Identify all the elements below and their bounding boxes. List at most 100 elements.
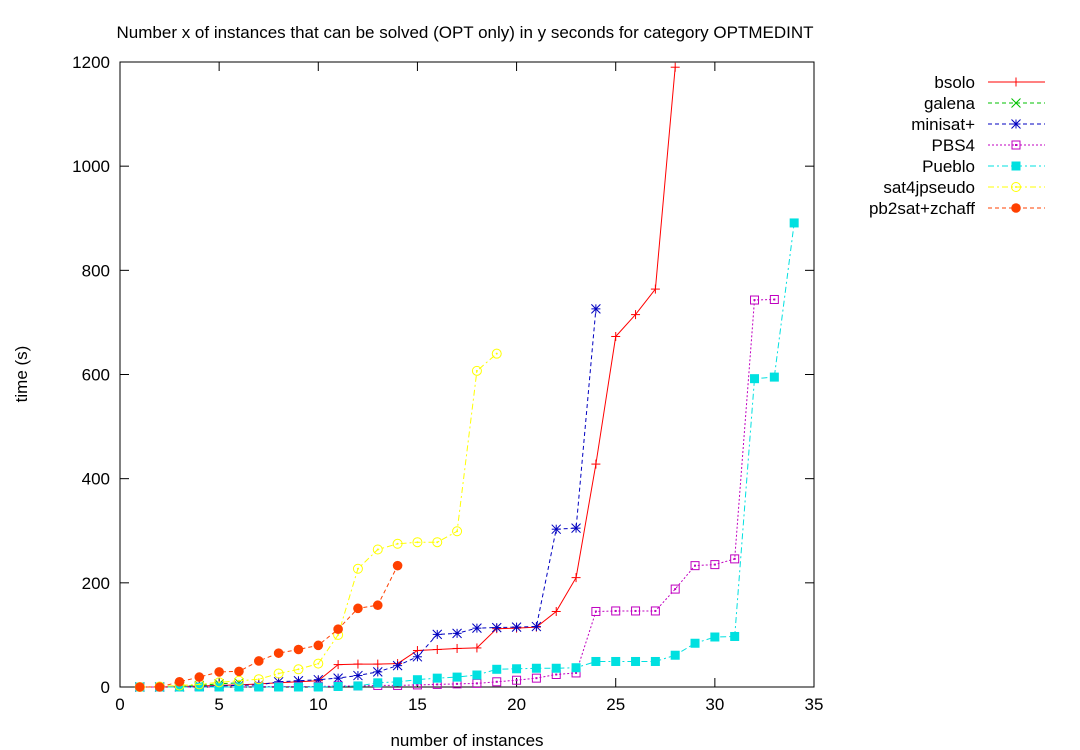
- data-point: [690, 561, 700, 571]
- y-tick-label: 1000: [72, 157, 110, 176]
- data-point: [452, 526, 463, 537]
- data-point: [611, 606, 621, 616]
- data-point: [214, 667, 224, 677]
- data-point: [452, 643, 462, 653]
- data-point: [512, 675, 522, 685]
- data-point: [750, 295, 760, 305]
- legend-marker: [1011, 98, 1021, 108]
- series-bsolo: [135, 62, 680, 692]
- data-point: [492, 677, 502, 687]
- y-tick-label: 0: [101, 678, 110, 697]
- data-point: [531, 673, 541, 683]
- legend-marker: [1011, 77, 1021, 87]
- x-tick-label: 0: [115, 695, 124, 714]
- legend-label: minisat+: [911, 115, 975, 134]
- data-point: [670, 650, 680, 660]
- data-point: [293, 664, 304, 675]
- data-point: [650, 606, 660, 616]
- data-point: [373, 659, 383, 669]
- data-point: [591, 656, 601, 666]
- legend-label: galena: [924, 94, 976, 113]
- data-point: [313, 658, 324, 669]
- series-line: [139, 222, 795, 688]
- data-point: [432, 537, 443, 548]
- legend-label: Pueblo: [922, 157, 975, 176]
- data-point: [551, 524, 562, 535]
- data-point: [392, 560, 403, 571]
- data-point: [492, 664, 502, 674]
- data-point: [472, 643, 482, 653]
- data-point: [353, 681, 363, 691]
- data-point: [531, 621, 542, 632]
- x-tick-label: 35: [805, 695, 824, 714]
- data-point: [372, 544, 383, 555]
- data-point: [512, 664, 522, 674]
- data-point: [273, 668, 284, 679]
- data-point: [313, 640, 324, 651]
- data-point: [710, 560, 720, 570]
- data-point: [611, 331, 621, 341]
- data-point: [531, 663, 541, 673]
- legend: bsolo galena minisat+ PBS4 Pueblo sat4jpseudo…: [869, 73, 1045, 218]
- data-point: [432, 629, 443, 640]
- x-tick-label: 15: [408, 695, 427, 714]
- x-axis-label: number of instances: [390, 731, 543, 750]
- data-point: [551, 606, 561, 616]
- legend-marker: [1011, 182, 1021, 192]
- series-line: [139, 353, 498, 688]
- data-point: [730, 554, 740, 564]
- data-point: [571, 663, 581, 673]
- data-point: [631, 606, 641, 616]
- legend-label: PBS4: [932, 136, 975, 155]
- data-point: [293, 644, 304, 655]
- series-pb2sat+zchaff: [135, 560, 403, 692]
- y-tick-label: 200: [82, 574, 110, 593]
- data-point: [412, 651, 423, 662]
- data-point: [333, 673, 343, 683]
- x-tick-label: 25: [606, 695, 625, 714]
- data-point: [372, 667, 383, 677]
- data-point: [233, 675, 244, 686]
- data-point: [591, 304, 601, 314]
- y-tick-label: 400: [82, 470, 110, 489]
- data-point: [353, 659, 363, 669]
- data-point: [214, 677, 225, 688]
- data-point: [353, 603, 363, 614]
- data-point: [372, 600, 383, 611]
- data-point: [551, 663, 561, 673]
- data-point: [254, 682, 264, 692]
- data-point: [194, 672, 205, 682]
- y-axis-label: time (s): [12, 346, 31, 403]
- data-point: [253, 656, 264, 666]
- data-point: [393, 677, 403, 687]
- data-point: [730, 631, 740, 641]
- data-point: [234, 682, 244, 692]
- data-point: [333, 624, 343, 634]
- legend-label: sat4jpseudo: [883, 178, 975, 197]
- data-point: [313, 682, 323, 692]
- data-point: [650, 284, 660, 294]
- data-point: [452, 672, 462, 682]
- data-point: [373, 678, 383, 688]
- data-point: [432, 673, 442, 683]
- data-point: [174, 676, 185, 687]
- legend-marker: [1011, 161, 1021, 171]
- x-tick-label: 30: [705, 695, 724, 714]
- data-point: [491, 622, 502, 633]
- data-point: [769, 295, 779, 304]
- x-axis-ticks: 0 5 10 15 20 25 30 35: [115, 62, 823, 714]
- data-point: [650, 656, 660, 666]
- series-minisat+: [134, 304, 601, 692]
- data-point: [274, 682, 284, 692]
- data-point: [710, 632, 720, 642]
- data-point: [194, 682, 204, 692]
- series-Pueblo: [135, 218, 799, 692]
- data-point: [472, 678, 482, 688]
- legend-marker: [1011, 140, 1021, 150]
- data-point: [491, 348, 502, 359]
- x-tick-label: 20: [507, 695, 526, 714]
- chart-title: Number x of instances that can be solved…: [117, 23, 814, 42]
- data-point: [670, 584, 680, 594]
- legend-marker: [1011, 119, 1021, 129]
